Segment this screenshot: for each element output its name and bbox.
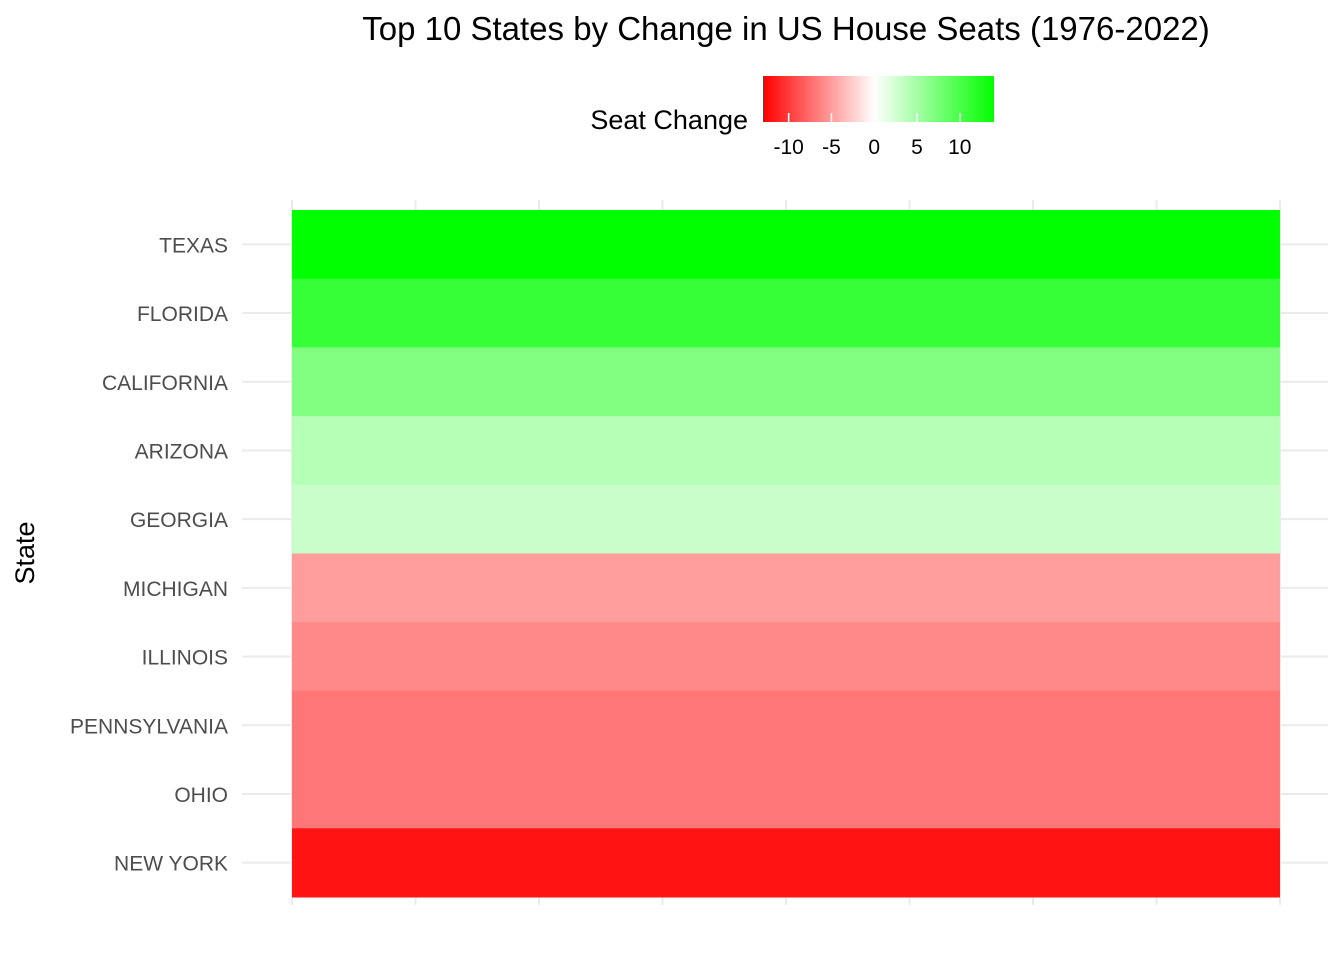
y-tick-label: ILLINOIS [142, 647, 228, 670]
legend-tick-label: -10 [773, 136, 803, 159]
y-tick-label: CALIFORNIA [102, 372, 228, 395]
legend-colorbar [763, 76, 994, 122]
heatmap-tile [292, 416, 1280, 486]
legend-tick-label: 0 [868, 136, 880, 159]
heatmap-tile [292, 690, 1280, 761]
heatmap-tile [292, 622, 1280, 692]
heatmap-tile [292, 210, 1280, 280]
legend-title: Seat Change [590, 105, 748, 135]
legend-tick-label: 10 [948, 136, 971, 159]
y-tick-label: ARIZONA [135, 440, 228, 463]
y-tick-label: TEXAS [159, 234, 228, 257]
y-tick-label: OHIO [174, 784, 228, 807]
heatmap-tile [292, 347, 1280, 417]
legend-tick-label: -5 [822, 136, 841, 159]
y-tick-label: MICHIGAN [123, 578, 228, 601]
y-tick-label: FLORIDA [137, 303, 228, 326]
heatmap-tiles [292, 210, 1280, 898]
y-tick-label: NEW YORK [114, 853, 228, 876]
heatmap-tile [292, 553, 1280, 623]
heatmap-tile [292, 759, 1280, 829]
y-axis-labels: TEXAS FLORIDA CALIFORNIA ARIZONA GEORGIA MICH… [70, 234, 228, 875]
y-axis-title: State [10, 521, 40, 584]
legend-tick-label: 5 [911, 136, 923, 159]
heatmap-tile [292, 828, 1280, 898]
chart-title: Top 10 States by Change in US House Seat… [362, 10, 1210, 47]
heatmap-tile [292, 484, 1280, 554]
y-tick-label: GEORGIA [130, 509, 228, 532]
legend: Seat Change -10 -5 0 5 10 [590, 76, 994, 159]
y-tick-label: PENNSYLVANIA [70, 715, 228, 738]
heatmap-tile [292, 278, 1280, 348]
